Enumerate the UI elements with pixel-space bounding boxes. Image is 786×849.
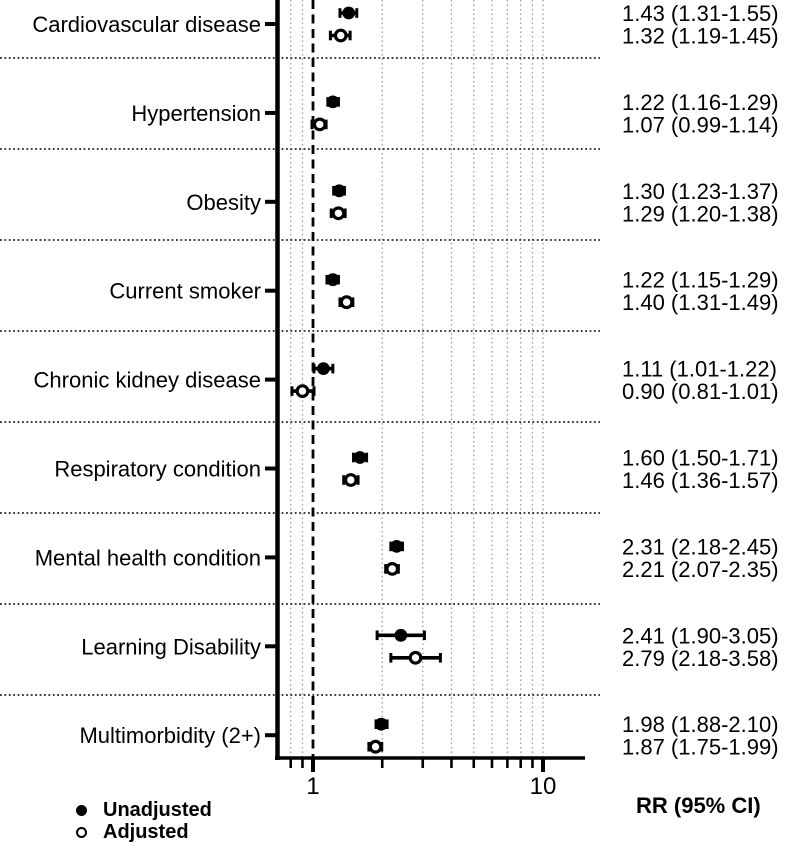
rr-value-label: 1.98 (1.88-2.10) <box>622 712 779 737</box>
unadjusted-point-marker <box>390 540 404 553</box>
axis-caption-rr-95ci: RR (95% CI) <box>636 793 761 818</box>
rr-value-label: 1.32 (1.19-1.45) <box>622 24 779 49</box>
category-label: Cardiovascular disease <box>32 12 261 37</box>
adjusted-point-marker <box>312 117 327 132</box>
legend: Unadjusted Adjusted <box>68 799 212 843</box>
rr-value-label: 1.22 (1.16-1.29) <box>622 90 779 115</box>
rr-value-label: 1.11 (1.01-1.22) <box>622 357 777 382</box>
legend-item-unadjusted: Unadjusted <box>68 799 212 821</box>
adjusted-marker-icon <box>68 826 94 838</box>
rr-value-label: 1.60 (1.50-1.71) <box>622 446 779 471</box>
rr-value-label: 1.43 (1.31-1.55) <box>622 1 779 26</box>
unadjusted-point-marker <box>374 717 388 731</box>
category-label: Current smoker <box>109 279 261 304</box>
rr-value-label: 1.40 (1.31-1.49) <box>622 290 779 315</box>
x-tick-label: 1 <box>306 773 319 800</box>
rr-value-label: 1.87 (1.75-1.99) <box>622 735 779 760</box>
unadjusted-point-marker <box>317 362 330 375</box>
unadjusted-point-marker <box>332 184 346 198</box>
adjusted-point-marker <box>343 473 358 487</box>
category-label: Chronic kidney disease <box>34 368 261 393</box>
rr-value-label: 1.30 (1.23-1.37) <box>622 179 779 204</box>
rr-value-label: 1.46 (1.36-1.57) <box>622 468 779 493</box>
unadjusted-point-marker <box>353 451 367 464</box>
category-label: Hypertension <box>131 101 261 126</box>
rr-value-label: 1.29 (1.20-1.38) <box>622 201 779 226</box>
adjusted-point-marker <box>339 295 354 310</box>
adjusted-point-marker <box>333 28 348 43</box>
unadjusted-point-marker <box>326 95 340 109</box>
x-tick-label: 10 <box>530 773 557 800</box>
rr-value-label: 2.41 (1.90-3.05) <box>622 623 779 648</box>
rr-value-label: 1.07 (0.99-1.14) <box>622 112 779 137</box>
unadjusted-point-marker <box>326 273 340 287</box>
unadjusted-point-marker <box>342 6 356 20</box>
rr-value-label: 0.90 (0.81-1.01) <box>622 379 779 404</box>
adjusted-point-marker <box>295 384 310 399</box>
adjusted-point-marker <box>408 650 423 665</box>
rr-value-label: 2.79 (2.18-3.58) <box>622 646 779 671</box>
rr-value-label: 2.21 (2.07-2.35) <box>622 557 779 582</box>
legend-item-adjusted: Adjusted <box>68 821 212 843</box>
adjusted-point-marker <box>331 206 346 221</box>
adjusted-point-marker <box>385 562 400 576</box>
category-label: Multimorbidity (2+) <box>79 723 261 748</box>
category-label: Learning Disability <box>81 634 261 659</box>
unadjusted-point-marker <box>394 628 408 642</box>
legend-label-unadjusted: Unadjusted <box>103 799 212 821</box>
category-label: Respiratory condition <box>54 457 261 482</box>
rr-value-label: 1.22 (1.15-1.29) <box>622 268 779 293</box>
unadjusted-marker-icon <box>68 804 94 816</box>
adjusted-point-marker <box>368 739 383 754</box>
category-label: Mental health condition <box>35 545 261 570</box>
category-label: Obesity <box>186 190 261 215</box>
rr-value-label: 2.31 (2.18-2.45) <box>622 534 779 559</box>
legend-label-adjusted: Adjusted <box>103 821 189 843</box>
